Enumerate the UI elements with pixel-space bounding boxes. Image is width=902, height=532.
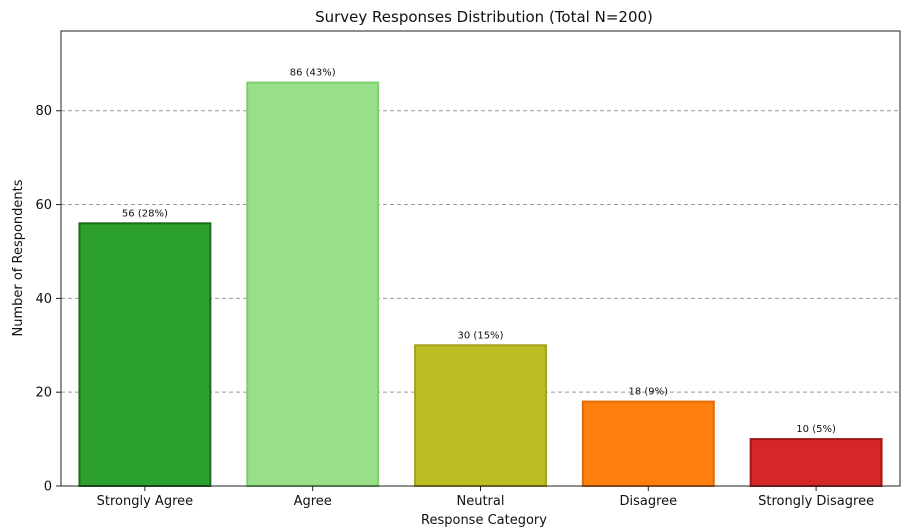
chart-title: Survey Responses Distribution (Total N=2… bbox=[315, 8, 653, 26]
y-tick-label-0: 0 bbox=[44, 480, 52, 495]
bars: 56 (28%) 86 (43%) 30 (15%) 18 (9%) 10 (5%) bbox=[78, 68, 883, 488]
x-axis-ticks: Strongly Agree Agree Neutral Disagree Strong… bbox=[97, 486, 874, 509]
y-tick-label-20: 20 bbox=[35, 386, 52, 401]
bar-agree bbox=[246, 81, 380, 488]
bar-value-label: 86 (43%) bbox=[290, 68, 336, 79]
x-tick-label: Strongly Disagree bbox=[758, 494, 874, 509]
x-tick-label: Strongly Agree bbox=[97, 494, 194, 509]
bar-strongly-agree bbox=[78, 222, 212, 487]
y-tick-label-80: 80 bbox=[35, 104, 52, 119]
bar-value-label: 30 (15%) bbox=[458, 330, 504, 341]
bar-value-label: 18 (9%) bbox=[629, 387, 669, 398]
y-tick-label-40: 40 bbox=[35, 292, 52, 307]
x-tick-label: Disagree bbox=[619, 494, 677, 509]
bar-strongly-disagree bbox=[749, 438, 883, 487]
bar-neutral bbox=[414, 344, 547, 487]
bar-disagree bbox=[581, 400, 715, 488]
y-tick-label-60: 60 bbox=[35, 198, 52, 213]
x-axis-label: Response Category bbox=[421, 513, 547, 528]
x-tick-label: Neutral bbox=[457, 494, 505, 509]
x-tick-label: Agree bbox=[294, 494, 332, 509]
bar-value-label: 10 (5%) bbox=[796, 424, 836, 435]
bar-value-label: 56 (28%) bbox=[122, 208, 168, 219]
y-axis-label: Number of Respondents bbox=[11, 179, 26, 336]
y-axis-ticks: 0 20 40 60 80 bbox=[35, 104, 61, 495]
